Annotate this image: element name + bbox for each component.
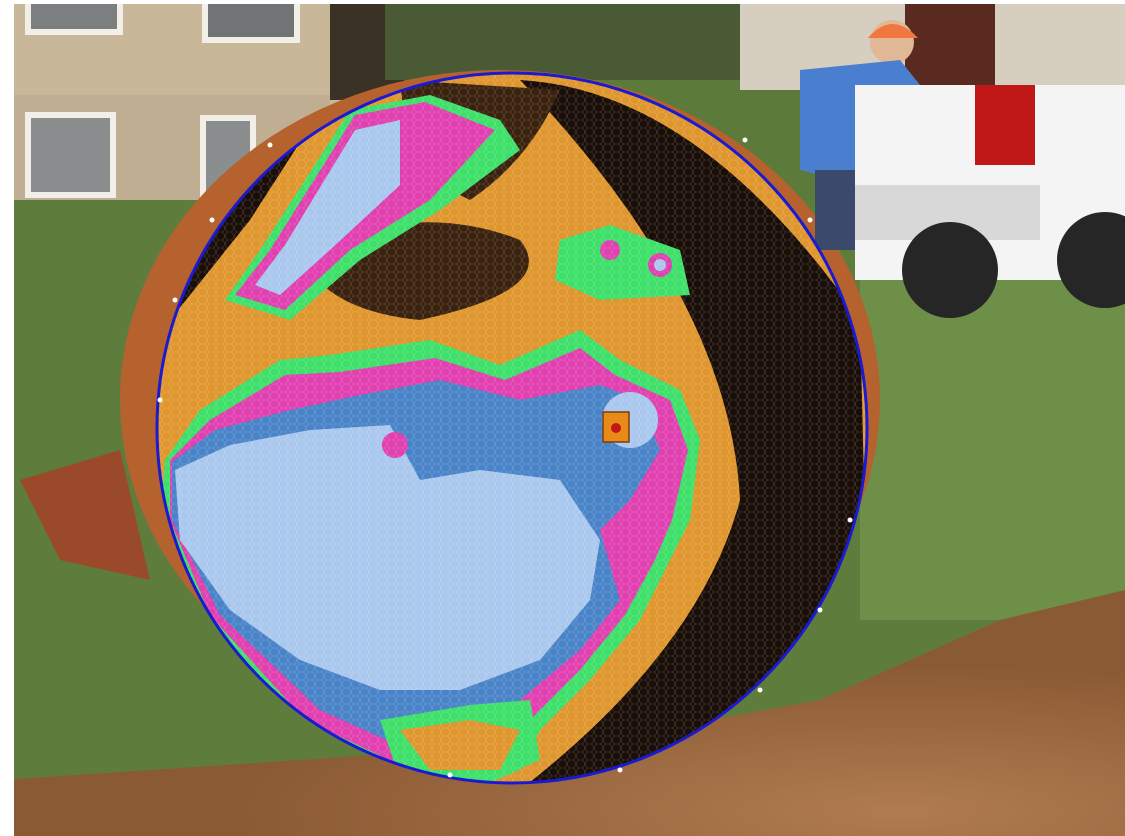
sensor-marker-icon xyxy=(602,411,630,443)
door xyxy=(905,0,995,85)
sensor-points xyxy=(157,137,853,778)
window-bottom-left xyxy=(25,112,116,198)
lawn-right xyxy=(860,280,1125,620)
background-foliage xyxy=(385,0,745,80)
broken-wood xyxy=(20,450,150,580)
top-border xyxy=(0,0,1125,4)
sawdust-ground xyxy=(0,590,1125,836)
window-top-mid xyxy=(202,0,300,43)
window-top-left xyxy=(25,0,123,35)
left-border xyxy=(0,0,14,836)
pickup-truck xyxy=(855,85,1125,318)
tomography-boundary xyxy=(155,71,869,785)
